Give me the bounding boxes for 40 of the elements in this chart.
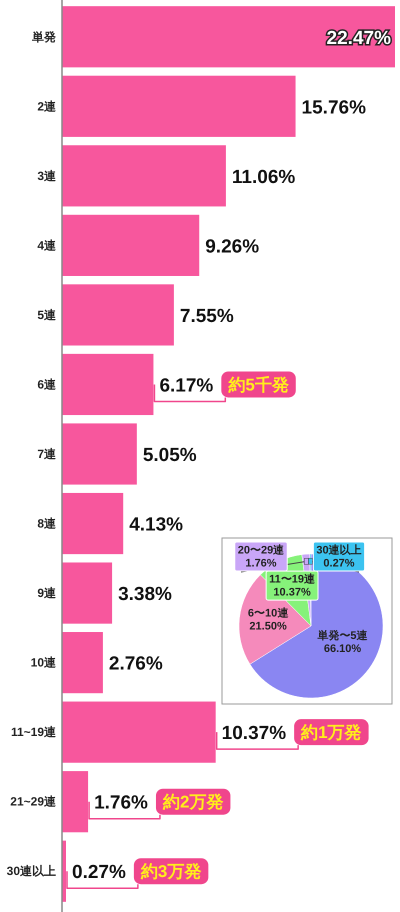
data-label: 10.37% [222, 723, 286, 744]
data-label: 7.55% [180, 306, 234, 327]
annotation: 約5千発 [227, 375, 289, 394]
y-tick-label: 21~29連 [10, 794, 57, 809]
y-tick-label: 単発 [31, 30, 56, 44]
y-tick-label: 6連 [37, 377, 57, 392]
data-label: 11.06% [232, 166, 296, 188]
y-tick-label: 4連 [37, 238, 57, 252]
data-label: 0.27% [72, 862, 126, 884]
slice-label: 30連以上 [316, 544, 362, 556]
data-label: 66.10% [324, 642, 362, 655]
y-tick-label: 9連 [37, 586, 57, 600]
data-label: 6.17% [159, 375, 214, 396]
annotation: 約2万発 [162, 792, 224, 812]
y-tick-label: 30連以上 [6, 864, 56, 878]
data-label: 4.13% [129, 514, 184, 536]
data-label: 0.27% [323, 558, 355, 570]
data-label: 1.76% [245, 558, 277, 570]
y-tick-label: 3連 [37, 168, 57, 183]
slice-label: 20〜29連 [238, 544, 286, 556]
y-tick-label: 2連 [37, 99, 57, 114]
data-label: 15.76% [302, 97, 366, 118]
data-label: 10.37% [273, 586, 311, 599]
data-label: 2.76% [108, 654, 163, 675]
annotation: 約1万発 [300, 723, 362, 742]
data-label: 22.47% [326, 28, 392, 49]
slice-label: 単発〜5連 [316, 628, 369, 642]
slice-label: 6〜10連 [248, 606, 290, 620]
data-label: 21.50% [249, 620, 287, 632]
y-tick-label: 8連 [37, 516, 57, 531]
slice-label: 11〜19連 [269, 572, 316, 586]
annotation: 約3万発 [140, 862, 202, 882]
y-tick-label: 5連 [37, 308, 57, 322]
data-label: 1.76% [94, 792, 148, 814]
y-tick-label: 10連 [30, 656, 57, 670]
data-label: 3.38% [118, 584, 172, 606]
y-tick-label: 7連 [37, 447, 57, 461]
y-tick-label: 11~19連 [10, 725, 57, 740]
data-label: 9.26% [205, 236, 260, 258]
data-label: 5.05% [142, 445, 197, 466]
